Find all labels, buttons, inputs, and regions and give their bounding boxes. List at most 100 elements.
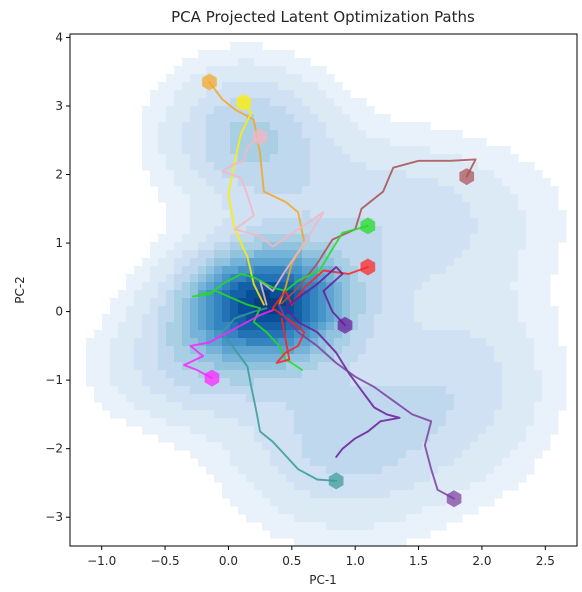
density-cell <box>390 402 399 411</box>
density-cell <box>286 482 295 491</box>
density-cell <box>438 282 447 291</box>
density-cell <box>238 290 247 299</box>
density-cell <box>422 122 431 131</box>
density-cell <box>278 466 287 475</box>
density-cell <box>262 306 271 315</box>
density-cell <box>278 170 287 179</box>
density-cell <box>526 362 535 371</box>
density-cell <box>174 130 183 139</box>
density-cell <box>278 138 287 147</box>
density-cell <box>254 474 263 483</box>
density-cell <box>414 354 423 363</box>
density-cell <box>542 402 551 411</box>
density-cell <box>398 354 407 363</box>
density-cell <box>222 58 231 67</box>
density-cell <box>358 506 367 515</box>
density-cell <box>358 498 367 507</box>
density-cell <box>150 426 159 435</box>
density-cell <box>310 506 319 515</box>
density-cell <box>222 466 231 475</box>
density-cell <box>334 506 343 515</box>
density-cell <box>550 386 559 395</box>
density-cell <box>294 442 303 451</box>
density-cell <box>318 290 327 299</box>
density-cell <box>414 458 423 467</box>
density-cell <box>294 410 303 419</box>
density-cell <box>398 274 407 283</box>
density-cell <box>262 370 271 379</box>
density-cell <box>222 194 231 203</box>
density-cell <box>166 154 175 163</box>
density-cell <box>526 178 535 187</box>
density-cell <box>230 202 239 211</box>
density-cell <box>310 362 319 371</box>
density-cell <box>270 290 279 299</box>
density-cell <box>150 290 159 299</box>
density-cell <box>158 122 167 131</box>
density-cell <box>302 74 311 83</box>
density-cell <box>246 506 255 515</box>
density-cell <box>246 178 255 187</box>
density-cell <box>206 210 215 219</box>
density-cell <box>286 234 295 243</box>
density-cell <box>366 290 375 299</box>
density-cell <box>222 474 231 483</box>
density-cell <box>502 378 511 387</box>
density-cell <box>230 234 239 243</box>
density-cell <box>350 322 359 331</box>
density-cell <box>438 410 447 419</box>
density-cell <box>150 378 159 387</box>
density-cell <box>454 322 463 331</box>
density-cell <box>158 394 167 403</box>
density-cell <box>430 362 439 371</box>
density-cell <box>326 266 335 275</box>
density-cell <box>494 282 503 291</box>
density-cell <box>358 426 367 435</box>
density-cell <box>406 194 415 203</box>
density-cell <box>270 458 279 467</box>
density-cell <box>430 266 439 275</box>
density-cell <box>222 282 231 291</box>
density-cell <box>158 98 167 107</box>
density-cell <box>438 434 447 443</box>
density-cell <box>430 210 439 219</box>
density-cell <box>222 82 231 91</box>
density-cell <box>142 354 151 363</box>
density-cell <box>270 226 279 235</box>
density-cell <box>254 90 263 99</box>
density-cell <box>358 298 367 307</box>
density-cell <box>334 514 343 523</box>
density-cell <box>342 210 351 219</box>
density-cell <box>430 410 439 419</box>
density-cell <box>134 354 143 363</box>
density-cell <box>534 194 543 203</box>
density-cell <box>398 330 407 339</box>
density-cell <box>390 210 399 219</box>
density-cell <box>118 370 127 379</box>
density-cell <box>510 306 519 315</box>
density-cell <box>502 242 511 251</box>
density-cell <box>382 122 391 131</box>
density-cell <box>270 378 279 387</box>
density-cell <box>486 402 495 411</box>
density-cell <box>262 170 271 179</box>
density-cell <box>454 234 463 243</box>
density-cell <box>526 418 535 427</box>
density-cell <box>542 218 551 227</box>
density-cell <box>430 442 439 451</box>
density-cell <box>318 242 327 251</box>
density-cell <box>374 410 383 419</box>
density-cell <box>422 138 431 147</box>
density-cell <box>446 298 455 307</box>
density-cell <box>102 338 111 347</box>
density-cell <box>446 410 455 419</box>
density-cell <box>190 234 199 243</box>
density-cell <box>270 434 279 443</box>
density-cell <box>366 434 375 443</box>
density-cell <box>222 410 231 419</box>
density-cell <box>318 298 327 307</box>
density-cell <box>286 50 295 59</box>
density-cell <box>174 114 183 123</box>
density-cell <box>150 402 159 411</box>
density-cell <box>350 98 359 107</box>
